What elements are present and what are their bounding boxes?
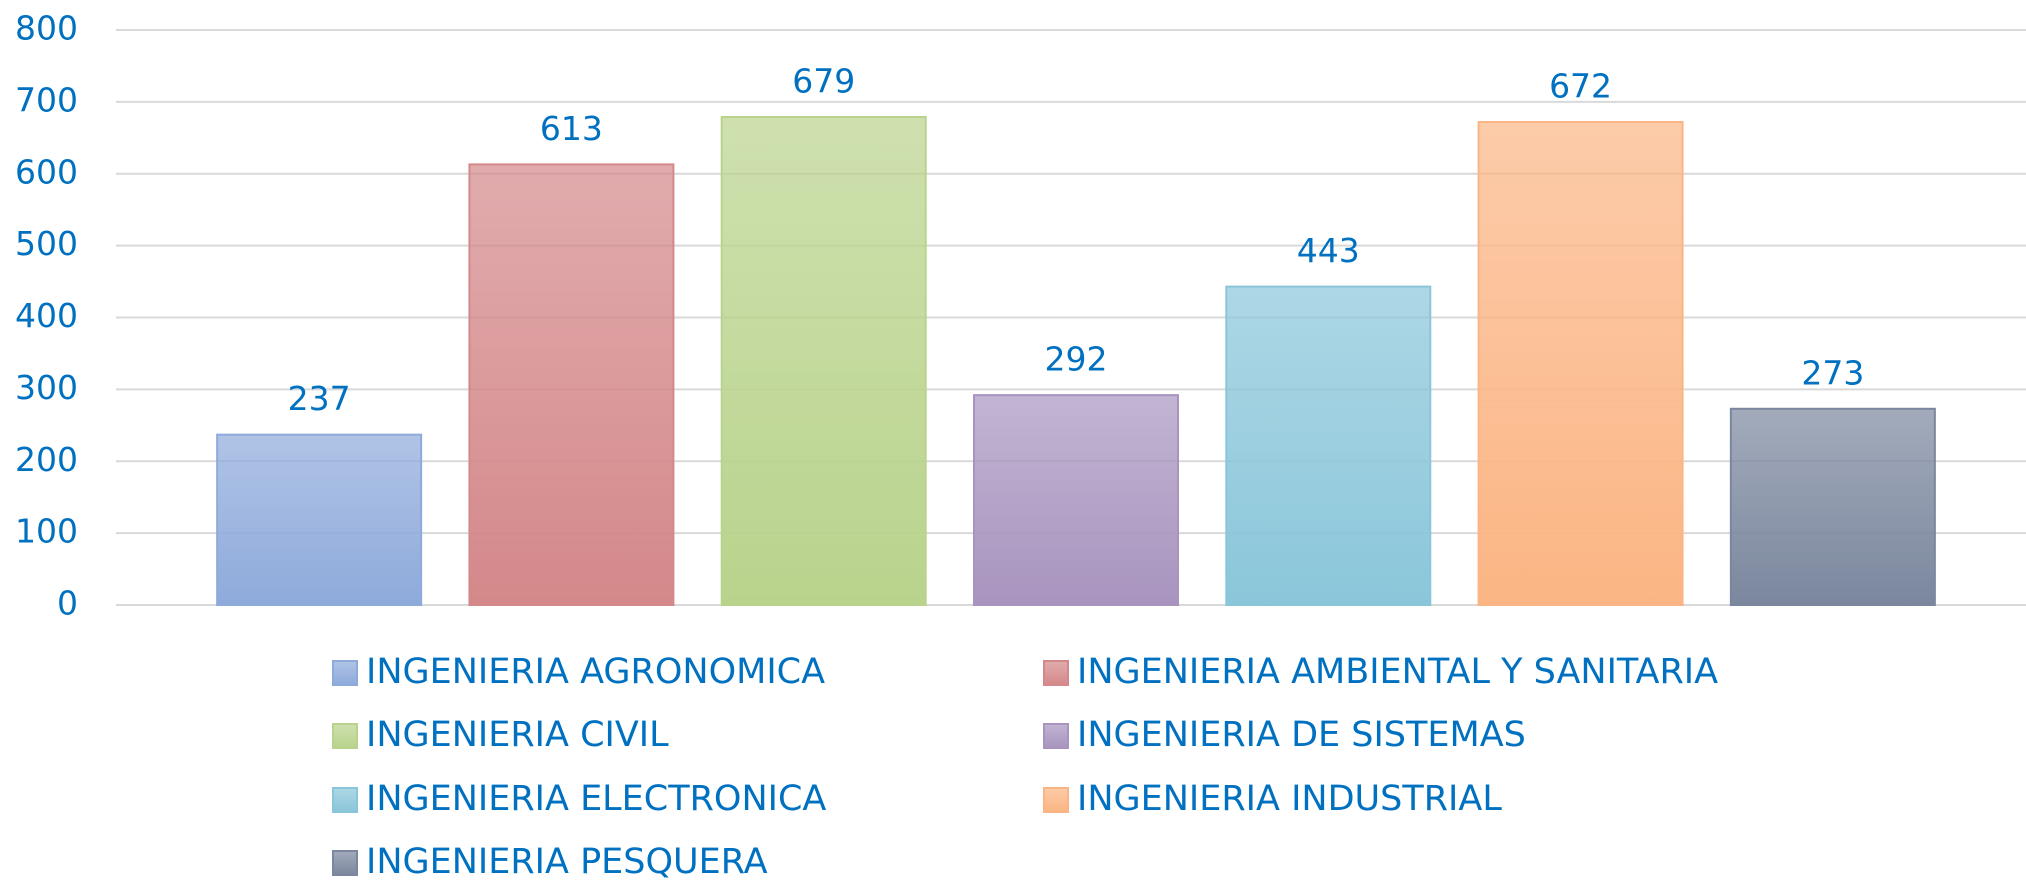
bar [1477, 121, 1684, 606]
bar [720, 115, 927, 606]
legend-swatch [332, 723, 358, 749]
data-label: 237 [288, 379, 351, 418]
legend-swatch [332, 660, 358, 686]
data-label: 443 [1297, 231, 1360, 270]
data-label: 613 [540, 109, 603, 148]
y-tick-label: 100 [15, 512, 78, 551]
data-label: 679 [792, 61, 855, 100]
y-tick-label: 700 [15, 80, 78, 119]
y-tick-label: 800 [15, 9, 78, 48]
bar [468, 163, 675, 606]
legend-label: INGENIERIA AMBIENTAL Y SANITARIA [1077, 652, 1718, 692]
legend-swatch [1043, 787, 1069, 813]
legend-swatch [1043, 723, 1069, 749]
y-tick-label: 300 [15, 368, 78, 407]
data-label: 292 [1045, 340, 1108, 379]
legend-label: INGENIERIA CIVIL [366, 715, 669, 755]
y-tick-label: 600 [15, 152, 78, 191]
legend-swatch [1043, 660, 1069, 686]
data-label: 672 [1549, 67, 1612, 106]
legend-label: INGENIERIA INDUSTRIAL [1077, 779, 1502, 819]
bar [216, 433, 423, 606]
bar [973, 394, 1179, 606]
data-label: 273 [1801, 353, 1864, 392]
y-tick-label: 400 [15, 296, 78, 335]
bar [1729, 407, 1936, 606]
y-tick-label: 200 [15, 440, 78, 479]
legend-swatch [332, 787, 358, 813]
y-tick-label: 500 [15, 224, 78, 263]
bar [1225, 285, 1432, 606]
legend-swatch [332, 850, 358, 876]
legend-label: INGENIERIA DE SISTEMAS [1077, 715, 1526, 755]
legend-label: INGENIERIA PESQUERA [366, 842, 768, 882]
legend-label: INGENIERIA ELECTRONICA [366, 779, 826, 819]
y-tick-label: 0 [57, 584, 78, 623]
legend-label: INGENIERIA AGRONOMICA [366, 652, 825, 692]
